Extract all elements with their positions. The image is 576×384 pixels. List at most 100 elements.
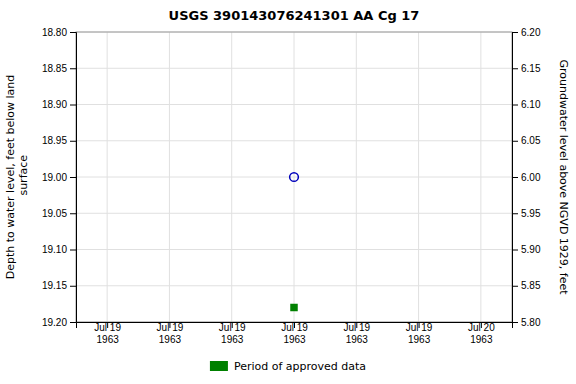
text-line: 1963 (97, 334, 120, 345)
tick-mark (70, 177, 76, 178)
grid-line (418, 32, 419, 322)
grid-line (107, 32, 108, 322)
tick-label: 5.95 (521, 208, 541, 219)
tick-label: 5.85 (521, 280, 541, 291)
point (290, 173, 299, 182)
tick-label: 5.80 (521, 317, 541, 328)
tick-mark (70, 105, 76, 106)
marks (290, 173, 299, 311)
tick-mark (70, 32, 76, 33)
tick-mark (512, 32, 518, 33)
text-line: 1963 (470, 334, 493, 345)
tick-label: 18.95 (42, 135, 67, 146)
x-axis: Jul 191963Jul 191963Jul 191963Jul 191963… (77, 322, 513, 345)
tick: 18.85 (42, 63, 76, 74)
tick-label: 6.20 (521, 27, 541, 38)
tick-label: 19.10 (42, 244, 67, 255)
tick: 19.05 (42, 208, 76, 219)
title: USGS 390143076241301 AA Cg 17 (169, 8, 420, 23)
tick: 6.20 (512, 27, 541, 38)
tick: Jul 191963 (94, 322, 121, 345)
grid-line (231, 32, 232, 322)
tick: 5.95 (512, 208, 541, 219)
tick-mark (70, 213, 76, 214)
tick: Jul 191963 (157, 322, 184, 345)
tick: 18.90 (42, 99, 76, 110)
legend-swatch (210, 361, 228, 371)
tick-label: Jul 191963 (406, 322, 433, 345)
tick: Jul 191963 (406, 322, 433, 345)
tick: 18.80 (42, 27, 76, 38)
tick-label: 18.85 (42, 63, 67, 74)
tick-label: 6.15 (521, 63, 541, 74)
tick-label: Jul 201963 (468, 322, 495, 345)
text-line: Depth to water level, feet below land (4, 75, 17, 280)
chart: 18.80 18.85 18.90 18.95 19.00 19.05 19.10 19.15… (0, 0, 576, 384)
tick-mark (70, 250, 76, 251)
legend: Period of approved data (210, 360, 366, 373)
text-line: Groundwater level above NGVD 1929, feet (557, 59, 570, 295)
point (291, 305, 297, 311)
tick-mark (70, 286, 76, 287)
plot: 18.80 18.85 18.90 18.95 19.00 19.05 19.10 19.15… (42, 27, 541, 345)
tick-label: 5.90 (521, 244, 541, 255)
tick-mark (70, 68, 76, 69)
text-line: Jul 19 (219, 322, 246, 333)
tick-mark (512, 141, 518, 142)
grid (76, 32, 512, 322)
tick-label: 19.05 (42, 208, 67, 219)
tick: 6.15 (512, 63, 541, 74)
tick-label: 19.20 (42, 317, 67, 328)
text-line: surface (17, 155, 30, 199)
tick: 6.00 (512, 172, 541, 183)
y-axis-label: Depth to water level, feet below land su… (4, 75, 30, 280)
tick: Jul 191963 (281, 322, 308, 345)
tick: 19.20 (42, 317, 76, 328)
text-line: Jul 20 (468, 322, 495, 333)
tick-label: Jul 191963 (343, 322, 370, 345)
tick-label: 19.15 (42, 280, 67, 291)
tick-mark (70, 322, 76, 323)
text-line: Jul 19 (281, 322, 308, 333)
tick-label: Jul 191963 (281, 322, 308, 345)
tick-mark (512, 177, 518, 178)
tick: Jul 201963 (468, 322, 495, 345)
tick-label: 6.05 (521, 135, 541, 146)
legend-item: Period of approved data (210, 360, 366, 373)
tick-label: 6.00 (521, 172, 541, 183)
tick-label: Jul 191963 (219, 322, 246, 345)
tick-label: Jul 191963 (157, 322, 184, 345)
axis-line (70, 33, 77, 323)
y2-axis-label: Groundwater level above NGVD 1929, feet (557, 59, 570, 295)
grid-line (356, 32, 357, 322)
tick: 5.80 (512, 317, 541, 328)
text-line: 1963 (283, 334, 306, 345)
text-line: 1963 (221, 334, 244, 345)
text-line: 1963 (346, 334, 369, 345)
tick: 5.90 (512, 244, 541, 255)
tick-label: 18.80 (42, 27, 67, 38)
y-axis: 18.80 18.85 18.90 18.95 19.00 19.05 19.10 19.15… (42, 27, 77, 328)
tick-mark (70, 141, 76, 142)
text-line: Jul 19 (406, 322, 433, 333)
tick-label: 18.90 (42, 99, 67, 110)
tick: Jul 191963 (343, 322, 370, 345)
tick-mark (512, 286, 518, 287)
tick: 6.10 (512, 99, 541, 110)
text-line: 1963 (408, 334, 431, 345)
tick-mark (512, 105, 518, 106)
tick: 18.95 (42, 135, 76, 146)
grid-line (169, 32, 170, 322)
legend-label: Period of approved data (234, 360, 366, 373)
text-line: Jul 19 (343, 322, 370, 333)
tick: 19.15 (42, 280, 76, 291)
y2-axis: 6.20 6.15 6.10 6.05 6.00 5.95 5.90 5.85 5.80 (512, 27, 541, 328)
tick-label: 19.00 (42, 172, 67, 183)
grid-line (480, 32, 481, 322)
text-line: 1963 (159, 334, 182, 345)
tick: 5.85 (512, 280, 541, 291)
text-line: Jul 19 (157, 322, 184, 333)
tick-label: Jul 191963 (94, 322, 121, 345)
tick-mark (512, 213, 518, 214)
tick: 19.00 (42, 172, 76, 183)
